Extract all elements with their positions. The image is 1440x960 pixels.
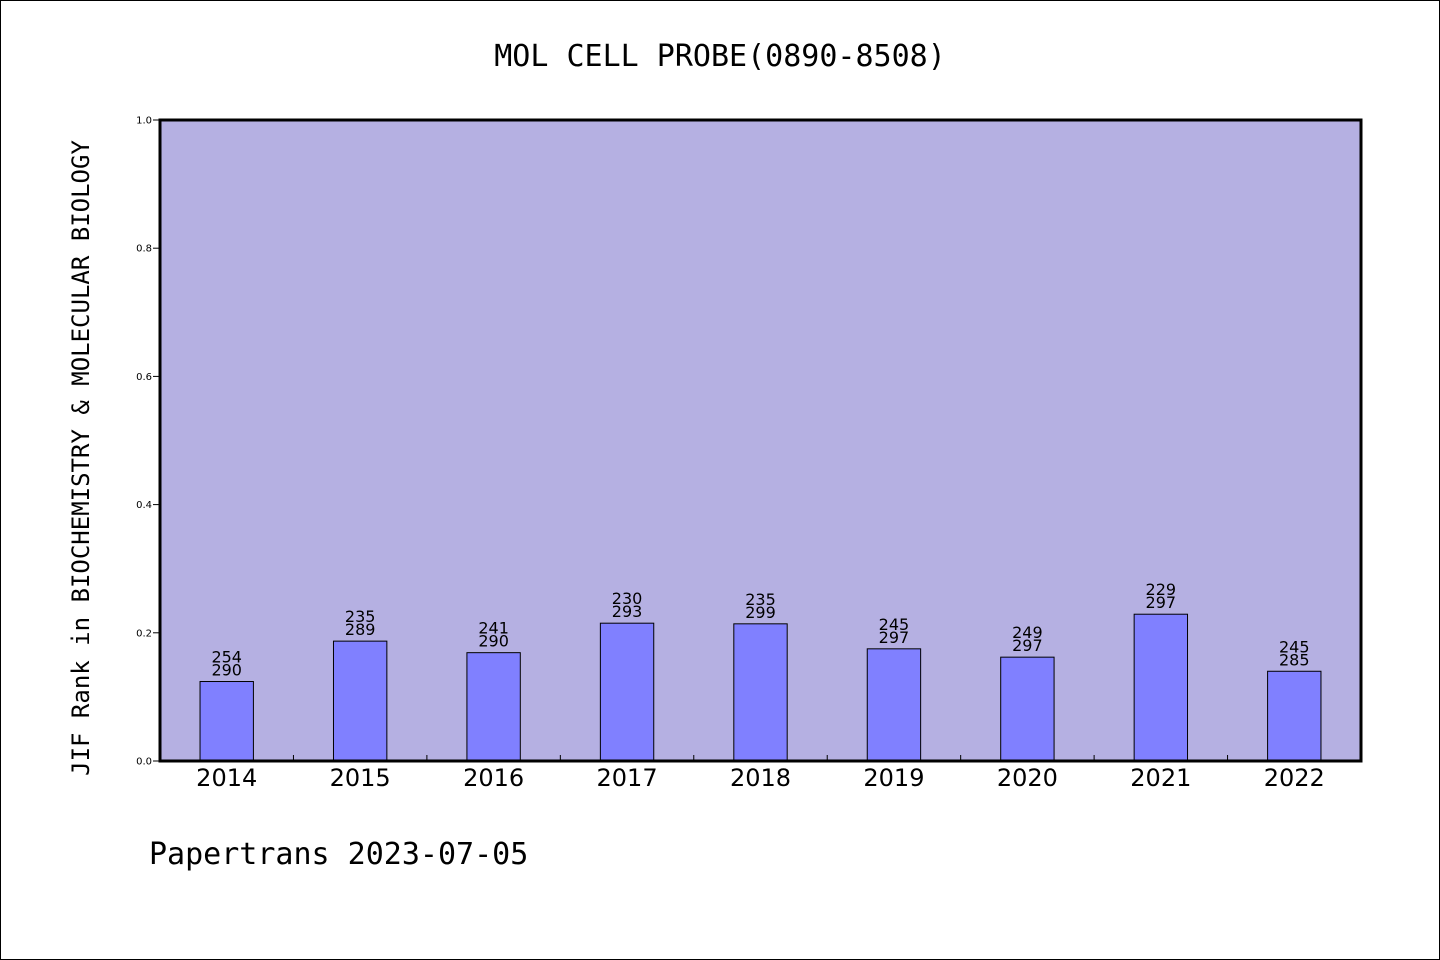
y-tick-label: 0.8 — [136, 244, 152, 255]
x-tick-label: 2014 — [196, 764, 257, 792]
footer-credit: Papertrans 2023-07-05 — [149, 837, 528, 872]
plot-border — [158, 118, 1363, 763]
bar-label-total: 293 — [612, 602, 643, 621]
bar-label-total: 299 — [745, 603, 776, 622]
bar-label-rank: 241 — [478, 619, 509, 638]
bar-label-rank: 235 — [345, 607, 376, 626]
bar-label-total: 290 — [478, 632, 509, 651]
bar-2015 — [332, 640, 388, 762]
x-tick-label: 2018 — [730, 764, 791, 792]
x-tick-label: 2015 — [330, 764, 391, 792]
bar-label-total: 285 — [1279, 650, 1310, 669]
bar-2019 — [866, 648, 922, 762]
x-axis: 2014 2015 2016 2017 2018 2019 2020 2021 2022 — [196, 755, 1325, 792]
y-tick-label: 0.4 — [136, 500, 152, 511]
y-tick-label: 0.0 — [136, 757, 152, 768]
x-tick-label: 2017 — [597, 764, 658, 792]
y-tick-label: 0.2 — [136, 628, 152, 639]
bar-label-total: 297 — [1012, 636, 1043, 655]
y-tick-label: 0.6 — [136, 372, 152, 383]
bar-2014 — [199, 681, 254, 762]
bar-series — [199, 613, 1322, 762]
x-tick-label: 2016 — [463, 764, 524, 792]
bar-label-total: 297 — [879, 628, 910, 647]
bar-label-total: 297 — [1146, 593, 1177, 612]
bar-2021 — [1133, 613, 1189, 762]
x-tick-label: 2022 — [1264, 764, 1325, 792]
y-axis: 0.0 0.2 0.4 0.6 0.8 1.0 — [136, 116, 160, 768]
bar-label-total: 289 — [345, 620, 376, 639]
bar-label-rank: 249 — [1012, 623, 1043, 642]
bar-label-rank: 245 — [1279, 637, 1310, 656]
y-tick-label: 1.0 — [136, 116, 152, 127]
bar-2017 — [599, 622, 655, 762]
x-tick-label: 2019 — [863, 764, 924, 792]
bar-label-rank: 245 — [879, 615, 910, 634]
bar-label-rank: 254 — [211, 648, 242, 667]
x-tick-label: 2021 — [1130, 764, 1191, 792]
bar-2022 — [1267, 670, 1322, 762]
x-tick-label: 2020 — [997, 764, 1058, 792]
bar-label-rank: 229 — [1146, 580, 1177, 599]
bar-2016 — [466, 652, 521, 762]
y-axis-label: JIF Rank in BIOCHEMISTRY & MOLECULAR BIO… — [67, 140, 95, 776]
bar-2018 — [733, 623, 788, 762]
bar-label-rank: 230 — [612, 589, 643, 608]
bar-label-total: 290 — [211, 661, 242, 680]
bar-2020 — [1000, 656, 1055, 762]
chart-title: MOL CELL PROBE(0890-8508) — [494, 39, 946, 74]
bar-label-rank: 235 — [745, 590, 776, 609]
